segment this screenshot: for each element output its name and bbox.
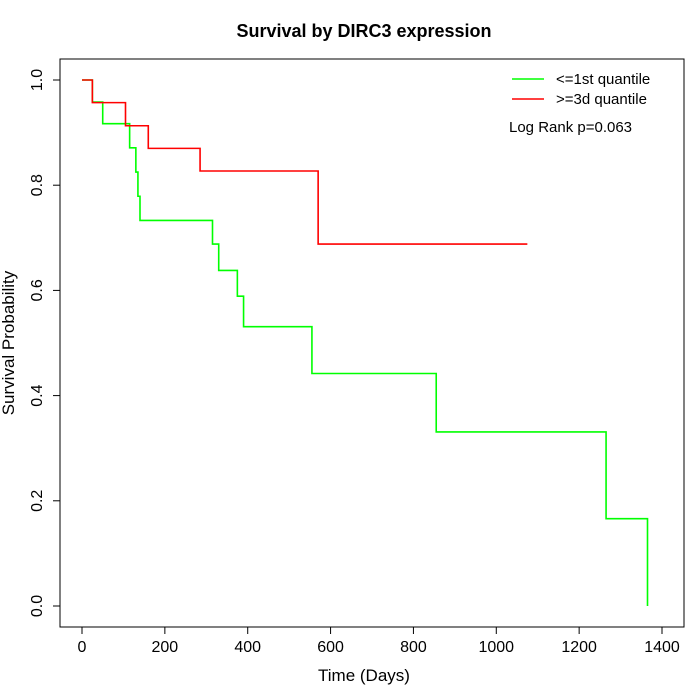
x-axis-label: Time (Days) [318,666,410,685]
x-tick-label: 1000 [478,639,514,656]
x-tick-label: 1400 [644,639,680,656]
y-tick-label: 0.4 [29,384,46,406]
legend-entry: >=3d quantile [556,91,647,108]
y-axis-label: Survival Probability [0,270,18,415]
x-tick-label: 200 [152,639,179,656]
legend-entry: <=1st quantile [556,71,650,88]
x-axis: 0 200 400 600 800 1000 1200 1400 [78,626,680,656]
y-tick-label: 0.0 [29,595,46,617]
survival-curves [82,79,649,606]
chart-title: Survival by DIRC3 expression [236,21,491,41]
x-tick-label: 600 [317,639,344,656]
survival-curve-series-2 [82,79,528,245]
log-rank-annotation: Log Rank p=0.063 [509,119,632,136]
x-tick-label: 800 [400,639,427,656]
y-axis: 0.0 0.2 0.4 0.6 0.8 1.0 [29,69,61,617]
x-tick-label: 1200 [561,639,597,656]
y-tick-label: 0.8 [29,174,46,196]
plot-frame [59,58,685,628]
y-tick-label: 1.0 [29,69,46,91]
survival-curve-series-1 [82,79,649,606]
x-tick-label: 400 [234,639,261,656]
x-tick-label: 0 [78,639,87,656]
y-tick-label: 0.2 [29,490,46,512]
y-tick-label: 0.6 [29,279,46,301]
legend: <=1st quantile >=3d quantile [512,71,650,108]
